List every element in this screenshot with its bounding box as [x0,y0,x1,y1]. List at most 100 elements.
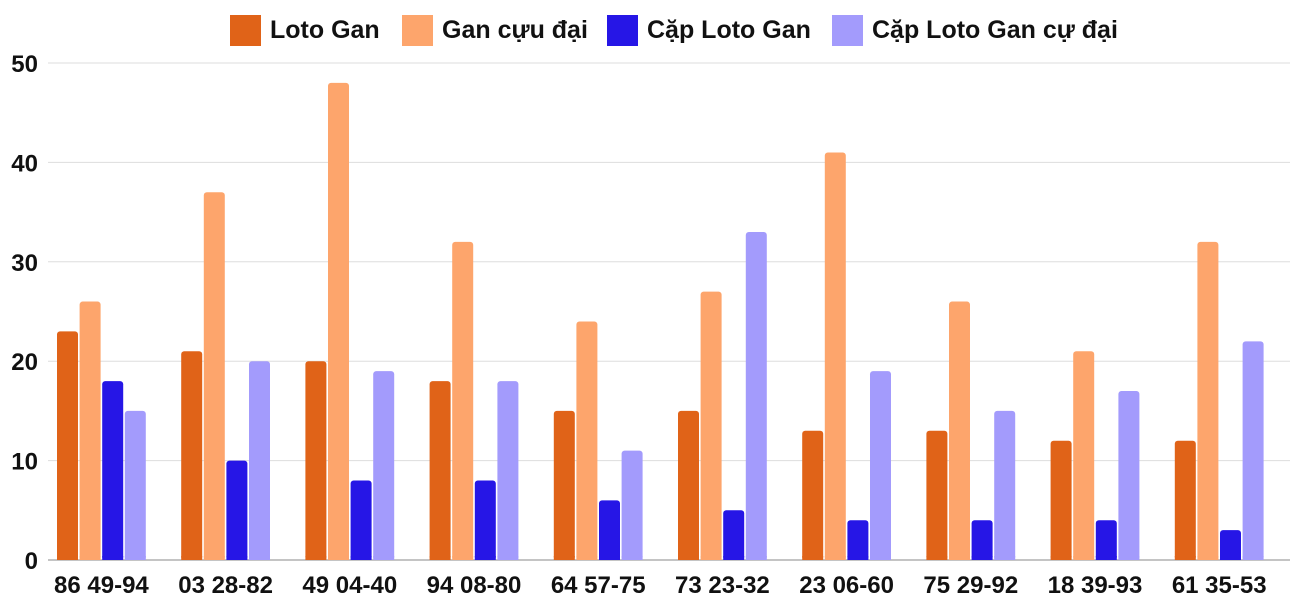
bar-base [429,556,451,560]
bar-base [700,556,722,560]
bar-base [576,556,598,560]
bar [249,361,270,560]
bar [1174,440,1196,560]
bar-base [1095,556,1117,560]
x-axis-categories: 86 49-94 03 28-82 49 04-40 94 08-80 64 57-75… [54,572,1267,599]
bar-base [79,556,101,560]
bar [57,331,78,560]
bar [102,381,124,560]
bar [1073,351,1095,560]
legend-swatch [402,15,433,46]
bar-base [621,556,643,560]
legend-label: Gan cựu đại [442,16,588,44]
bar [700,291,722,560]
bar-base [926,556,948,560]
bar-base [226,556,248,560]
bar [621,450,643,560]
bar [497,381,519,560]
bar-base [745,556,767,560]
y-axis-ticks: 0 10 20 30 40 50 [11,51,38,575]
bar-base [1242,556,1264,560]
bar [226,460,248,560]
legend-label: Cặp Loto Gan cự đại [872,16,1118,44]
bar [181,351,203,560]
legend-swatch [607,15,638,46]
bar [824,152,846,560]
bar-base [1197,556,1219,560]
bar-base [203,556,225,560]
bar [1220,530,1241,560]
bar [745,231,767,561]
bar [949,301,970,560]
bar-base [1118,556,1140,560]
x-category-label: 64 57-75 [551,572,646,599]
y-tick-label: 10 [11,449,38,476]
legend-swatch [832,15,863,46]
bar-base [1174,556,1196,560]
bar-base [497,556,519,560]
bar [79,301,101,560]
x-category-label: 94 08-80 [427,572,522,599]
bar-base [305,556,327,560]
bar-base [870,556,891,560]
bar-base [474,556,496,560]
bar [994,410,1016,560]
bar [452,241,474,561]
bar [678,410,699,560]
bar [1242,341,1264,560]
bar-base [949,556,970,560]
bar [1197,241,1219,561]
y-tick-label: 0 [25,548,38,575]
x-category-label: 03 28-82 [178,572,273,599]
x-category-label: 61 35-53 [1172,572,1267,599]
bar-base [328,556,349,560]
y-tick-label: 50 [11,51,38,78]
bar [124,410,146,560]
bar-base [350,556,372,560]
bar [474,480,496,560]
y-tick-label: 20 [11,349,38,376]
x-category-label: 49 04-40 [302,572,397,599]
bar [599,500,620,560]
y-tick-label: 40 [11,150,38,177]
bar [1118,391,1140,560]
bar-base [971,556,993,560]
bar-base [1220,556,1241,560]
legend-label: Cặp Loto Gan [647,16,811,44]
bar-base [1073,556,1095,560]
y-tick-label: 30 [11,250,38,277]
bar [203,192,225,560]
bar-base [1050,556,1072,560]
x-category-label: 86 49-94 [54,572,149,599]
bar-base [824,556,846,560]
bar [723,510,745,560]
bar-base [57,556,78,560]
bar [870,371,891,560]
bar [1095,520,1117,560]
x-category-label: 18 39-93 [1048,572,1143,599]
bar-base [994,556,1016,560]
bar-base [124,556,146,560]
legend-swatch [230,15,261,46]
bar-base [553,556,575,560]
bar-base [802,556,824,560]
bar [971,520,993,560]
x-category-label: 75 29-92 [923,572,1018,599]
bar-base [599,556,620,560]
x-category-label: 73 23-32 [675,572,770,599]
bar-base [373,556,395,560]
bar-base [723,556,745,560]
bar-base [102,556,124,560]
bar [926,430,948,560]
bar [429,381,451,560]
bar [576,321,598,560]
bar-base [847,556,869,560]
bar [1050,440,1072,560]
bar [350,480,372,560]
bar-base [452,556,474,560]
legend-label: Loto Gan [270,16,380,44]
bar [328,82,349,560]
bar [553,410,575,560]
